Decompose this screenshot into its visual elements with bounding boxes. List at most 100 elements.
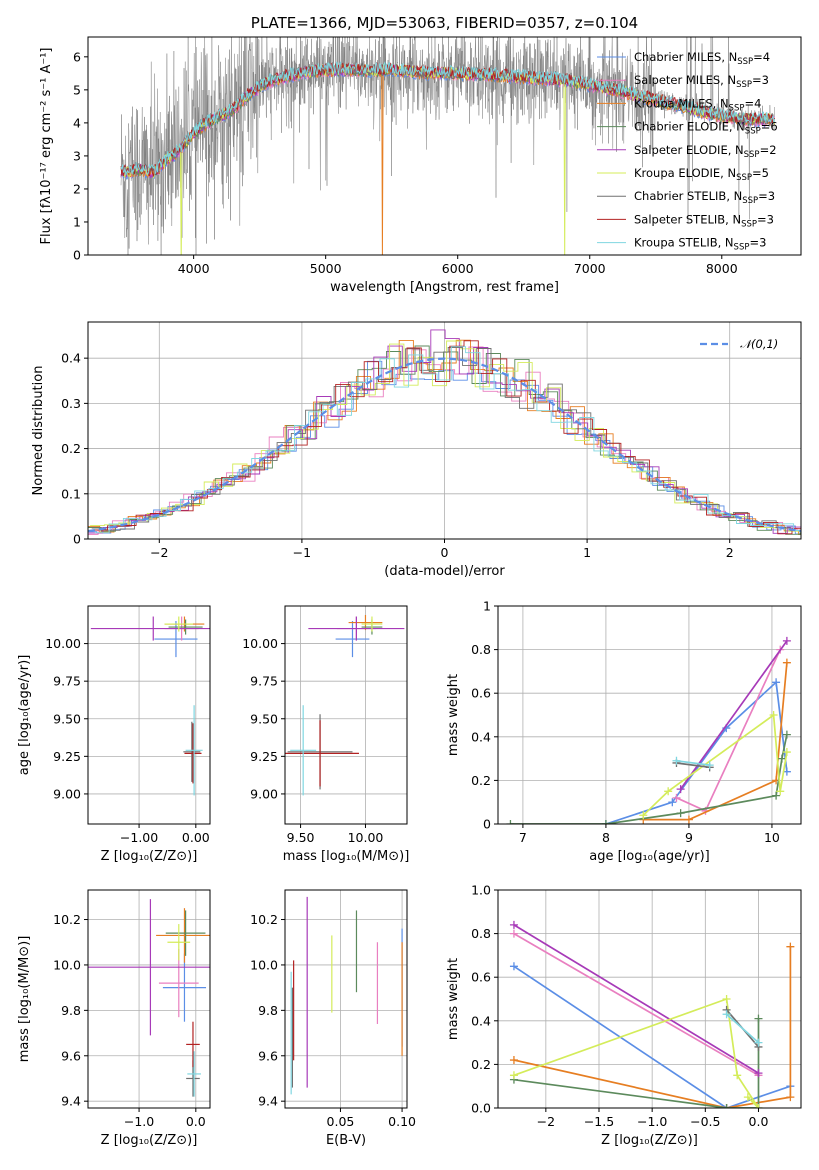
legend-suffix: =5 <box>752 166 769 180</box>
y-tick-label: 0.2 <box>471 1057 491 1072</box>
y-tick-label: 0.4 <box>61 351 81 366</box>
weight-marker <box>733 1071 742 1080</box>
y-tick-label: 0.6 <box>471 686 491 701</box>
x-tick-label: −0.5 <box>690 1114 720 1129</box>
x-tick-label: 9 <box>685 830 693 845</box>
errorbar-point-chabrier-miles <box>162 953 207 1022</box>
weight-line-salpeter-elodie <box>513 924 759 1074</box>
plot-area-weight_vs_age <box>506 636 791 824</box>
weight-marker <box>786 1093 795 1102</box>
weight-marker <box>509 1056 518 1065</box>
x-tick-label: 0 <box>441 545 449 560</box>
y-tick-label: 3 <box>73 148 81 163</box>
histogram-kroupa-elodie <box>90 340 801 532</box>
errorbar-point-chabrier-miles <box>335 621 370 658</box>
weight-line-kroupa-stelib <box>726 1013 760 1044</box>
legend-label: Salpeter MILES, N <box>634 73 736 87</box>
x-tick-label: 6000 <box>442 261 474 276</box>
weight-marker <box>676 785 685 794</box>
weight-line-salpeter-miles <box>513 932 759 1077</box>
legend-entry: Salpeter MILES, NSSP=3 <box>634 73 769 90</box>
legend-label: Salpeter STELIB, N <box>634 212 741 226</box>
y-tick-label: 0.2 <box>471 773 491 788</box>
y-tick-label: 0.8 <box>471 642 491 657</box>
y-tick-label: 6 <box>73 49 81 64</box>
y-tick-label: 5 <box>73 82 81 97</box>
axes-frame <box>87 605 211 825</box>
legend-subscript: SSP <box>742 196 758 206</box>
chart-mass_vs_ebv: 0.05 0.10 9.4 9.6 9.8 10.0 10.2 E(B-V) <box>250 889 416 1148</box>
x-tick-label: −1.0 <box>124 1114 154 1129</box>
weight-line-kroupa-stelib <box>676 759 710 766</box>
legend-subscript: SSP <box>736 80 752 90</box>
legend-subscript: SSP <box>734 243 750 253</box>
y-tick-label: 9.50 <box>250 711 278 726</box>
legend-suffix: =3 <box>757 212 774 226</box>
y-tick-label: 0.4 <box>471 729 491 744</box>
weight-line-kroupa-miles <box>643 662 788 821</box>
y-axis-label: mass weight <box>446 958 461 1040</box>
weight-marker <box>772 678 781 687</box>
weight-marker <box>754 1038 763 1047</box>
x-tick-label: 2 <box>726 545 734 560</box>
weight-marker <box>772 791 781 800</box>
legend-subscript: SSP <box>736 173 752 183</box>
x-tick-label: 4000 <box>178 261 210 276</box>
histogram-salpeter-miles <box>88 346 801 535</box>
chart-age_vs_z: −1.00 0.00 9.00 9.25 9.50 9.75 10.00 Z [log₁₀(Z… <box>17 605 211 864</box>
legend-entry: Kroupa MILES, NSSP=4 <box>634 96 761 113</box>
gaussian-curve <box>88 357 801 533</box>
y-tick-label: 10.0 <box>53 957 81 972</box>
weight-marker <box>754 1014 763 1023</box>
x-tick-label: −1 <box>293 545 311 560</box>
errorbar-point-salpeter-stelib <box>184 723 202 784</box>
legend-suffix: =2 <box>760 143 777 157</box>
errorbar-point-kroupa-elodie <box>167 924 191 961</box>
y-tick-label: 9.00 <box>53 786 81 801</box>
weight-marker <box>509 962 518 971</box>
legend-entry: Salpeter ELODIE, NSSP=2 <box>634 143 777 160</box>
x-axis-label: (data-model)/error <box>384 564 505 579</box>
y-tick-label: 9.8 <box>61 1003 81 1018</box>
y-tick-label: 10.2 <box>250 912 278 927</box>
errorbar-point-kroupa-elodie <box>361 616 383 632</box>
errorbar-point-chabrier-elodie <box>168 619 203 635</box>
errorbar-point-salpeter-elodie <box>308 616 405 641</box>
weight-line-chabrier-miles <box>605 680 788 824</box>
y-tick-label: 10.00 <box>242 636 278 651</box>
chart-spectrum: 4000 5000 6000 7000 8000 0 1 2 3 4 5 6 wavelength [A… <box>39 14 802 295</box>
axes-frame <box>284 605 408 825</box>
axes-frame <box>284 889 408 1109</box>
y-tick-label: 1.0 <box>471 883 491 898</box>
y-tick-label: 9.6 <box>61 1048 81 1063</box>
errorbar-point-chabrier-stelib <box>183 721 201 782</box>
weight-marker <box>776 787 785 796</box>
legend-label: Salpeter ELODIE, N <box>634 143 744 157</box>
weight-marker <box>506 820 515 824</box>
legend-entry: Kroupa STELIB, NSSP=3 <box>634 236 766 253</box>
errorbar-point-salpeter-miles <box>158 949 199 1018</box>
y-tick-label: 10.0 <box>250 957 278 972</box>
weight-marker <box>684 815 693 824</box>
y-tick-label: 9.25 <box>250 749 278 764</box>
y-tick-label: 9.75 <box>250 674 278 689</box>
y-tick-label: 9.25 <box>53 749 81 764</box>
x-axis-label: Z [log₁₀(Z/Z⊙)] <box>101 1133 198 1148</box>
errorbar-point-kroupa-stelib <box>290 705 317 796</box>
legend-entry: Chabrier STELIB, NSSP=3 <box>634 189 775 206</box>
chart-mass_vs_z: −1.0 0.0 9.4 9.6 9.8 10.0 10.2 Z [log₁₀(Z/Z⊙)] m… <box>17 889 211 1148</box>
errorbar-point-salpeter-elodie <box>90 616 210 641</box>
axes-frame <box>497 889 802 1109</box>
y-tick-label: 0 <box>73 248 81 263</box>
y-tick-label: 0.6 <box>471 970 491 985</box>
plot-area-age_vs_z <box>90 616 210 796</box>
y-tick-label: 9.50 <box>53 711 81 726</box>
y-tick-label: 0.8 <box>471 926 491 941</box>
legend-label: Chabrier MILES, N <box>634 50 737 64</box>
legend-subscript: SSP <box>737 57 753 67</box>
legend-subscript: SSP <box>729 103 745 113</box>
x-tick-label: −2 <box>537 1114 555 1129</box>
weight-line-chabrier-elodie <box>513 1018 760 1108</box>
weight-marker <box>664 787 673 796</box>
